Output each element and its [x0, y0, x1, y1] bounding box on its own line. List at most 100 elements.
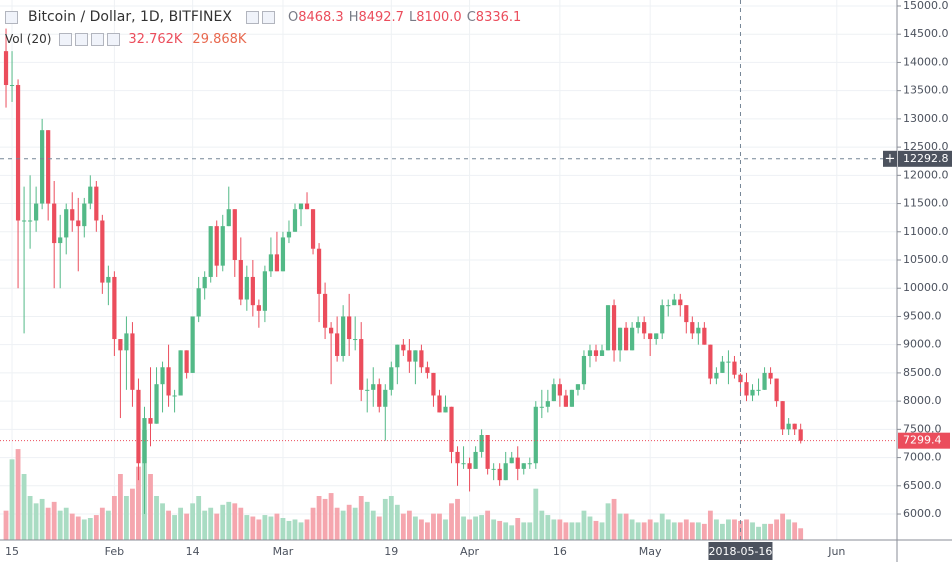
candle-body — [509, 457, 514, 464]
eye-button[interactable] — [245, 10, 259, 24]
candle-body — [15, 85, 21, 221]
volume-bar — [166, 510, 171, 540]
volume-bar — [214, 513, 220, 540]
candle-body — [750, 389, 755, 396]
candle-body — [100, 220, 105, 283]
candle-body — [419, 350, 424, 368]
volume-bar — [617, 513, 623, 540]
volume-bar — [154, 496, 159, 540]
volume-bar — [250, 516, 256, 540]
candle-body — [672, 299, 677, 306]
eye-button[interactable] — [59, 32, 73, 46]
candle-body — [21, 220, 27, 222]
volume-bar — [226, 501, 232, 540]
volume-bar — [786, 519, 792, 540]
candle-body — [569, 389, 575, 407]
volume-bar — [443, 519, 448, 540]
volume-bar — [406, 510, 412, 540]
volume-bar — [671, 522, 677, 540]
settings-button[interactable] — [75, 32, 89, 46]
crosshair-add-icon: + — [885, 151, 896, 166]
ohlc-key: L — [408, 10, 417, 25]
volume-bar — [701, 523, 707, 540]
candle-body — [786, 423, 791, 430]
crosshair-date-box — [708, 542, 773, 560]
volume-bar — [449, 503, 454, 540]
candle-body — [461, 463, 466, 465]
volume-bar — [780, 513, 786, 540]
candle-body — [726, 361, 731, 363]
candle-body — [166, 367, 171, 396]
candle-body — [214, 226, 219, 266]
volume-bar — [521, 522, 527, 540]
candle-body — [154, 384, 159, 424]
volume-bar — [376, 516, 382, 540]
candle-body — [268, 254, 274, 272]
volume-bar — [503, 522, 509, 540]
candle-body — [774, 378, 779, 402]
candle-body — [654, 333, 659, 340]
y-tick-label: 11000.0 — [903, 225, 949, 238]
y-tick-label: 11500.0 — [903, 197, 949, 210]
volume-bar — [732, 519, 737, 540]
x-tick-label: 16 — [553, 545, 567, 558]
candle-body — [630, 327, 635, 351]
close-button[interactable] — [107, 32, 121, 46]
collapse-button[interactable] — [5, 10, 18, 24]
candle-body — [316, 248, 322, 294]
add-button[interactable] — [91, 32, 105, 46]
candle-body — [617, 327, 623, 351]
candle-body — [124, 333, 129, 351]
candle-body — [708, 344, 713, 379]
volume-bar — [581, 510, 587, 540]
crosshair-add-button[interactable] — [883, 150, 897, 167]
volume-bar — [9, 459, 15, 540]
volume-bar — [27, 496, 33, 540]
candle-body — [720, 361, 725, 373]
candle-body — [377, 384, 382, 407]
candle-body — [359, 339, 364, 390]
candle-body — [88, 186, 93, 204]
volume-bar — [713, 519, 719, 540]
volume-bar — [689, 522, 695, 540]
volume-bar — [316, 496, 322, 540]
volume-bar — [328, 493, 334, 540]
candle-body — [533, 406, 538, 464]
y-tick-label: 15000.0 — [903, 0, 949, 12]
candle-body — [232, 209, 237, 261]
volume-bar — [744, 519, 749, 540]
volume-bar — [262, 515, 268, 540]
candle-body — [473, 451, 478, 469]
candle-body — [792, 423, 797, 430]
crosshair-price-label: 12292.8 — [903, 152, 949, 165]
x-tick-label: Jun — [827, 545, 845, 558]
candle-body — [455, 451, 460, 464]
volume-bar — [461, 516, 466, 540]
candle-body — [485, 435, 490, 469]
volume-bar — [105, 510, 111, 540]
volume-bar — [292, 519, 298, 540]
candle-body — [292, 209, 298, 232]
volume-bar — [575, 522, 581, 540]
candle-body — [515, 457, 520, 469]
candle-body — [94, 186, 99, 221]
candle-body — [106, 276, 111, 283]
volume-bar — [310, 507, 316, 540]
x-tick-label: 14 — [186, 545, 200, 558]
candle-body — [732, 361, 737, 375]
volume-bar — [340, 510, 346, 540]
volume-bar — [63, 507, 69, 540]
symbol-title: Bitcoin / Dollar, 1D, BITFINEX — [28, 9, 232, 25]
volume-bar — [707, 510, 713, 540]
ohlc-value: 8492.7 — [358, 10, 404, 25]
volume-bar — [232, 503, 238, 540]
volume-bar — [587, 516, 593, 540]
volume-bar — [551, 519, 557, 540]
volume-bar — [286, 520, 292, 540]
volume-bar — [39, 498, 45, 540]
candle-body — [178, 350, 183, 396]
volume-bar — [238, 507, 244, 540]
settings-button[interactable] — [261, 10, 275, 24]
volume-bar — [419, 519, 424, 540]
volume-bar — [160, 503, 165, 540]
